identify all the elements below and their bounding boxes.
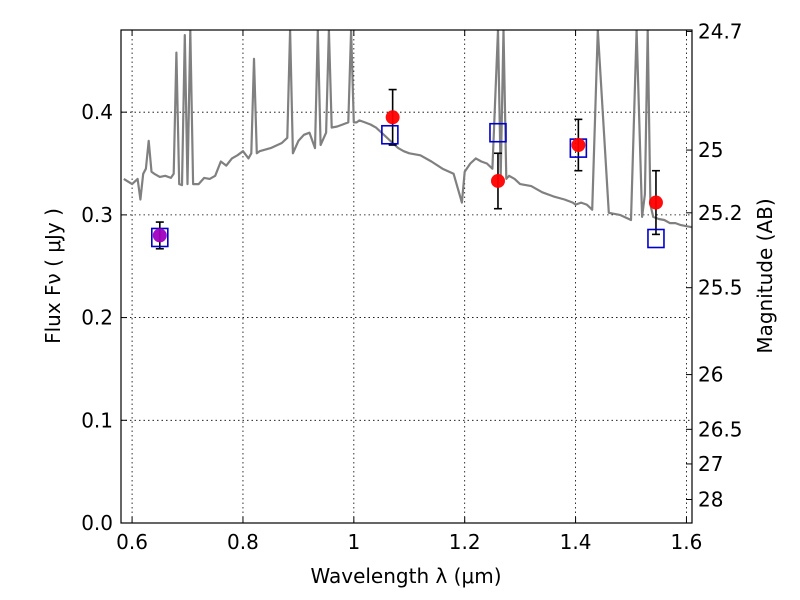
y2-tick-label: 27 (698, 452, 723, 476)
observed-point (385, 110, 400, 125)
model-square (647, 228, 665, 249)
x-axis-label: Wavelength λ (μm) (310, 564, 501, 588)
model-square (489, 122, 507, 143)
y2-tick-label: 25 (698, 138, 723, 162)
axes: 0.6 0.8 1 1.2 1.4 1.6 0.0 0.1 0.2 0.3 0.4 24.7 25 25.… (81, 19, 742, 554)
data-marks (123, 30, 692, 250)
y-tick-label: 0.2 (81, 306, 113, 330)
observed-point (152, 228, 167, 243)
x-tick-label: 1.2 (449, 530, 481, 554)
model-square (381, 124, 399, 145)
observed-point (571, 138, 586, 153)
y2-tick-label: 26.5 (698, 417, 743, 441)
observed-point (490, 173, 505, 188)
plot-frame (120, 29, 693, 524)
observed-point (648, 195, 663, 210)
y-tick-label: 0.3 (81, 203, 113, 227)
x-tick-label: 1 (347, 530, 360, 554)
y-tick-label: 0.1 (81, 408, 113, 432)
x-tick-label: 1.4 (560, 530, 592, 554)
y2-tick-label: 25.2 (698, 201, 743, 225)
spectrum-line (123, 30, 692, 229)
x-tick-label: 0.6 (116, 530, 148, 554)
y-tick-label: 0.4 (81, 100, 113, 124)
y2-tick-label: 25.5 (698, 276, 743, 300)
x-tick-label: 1.6 (671, 530, 703, 554)
y-tick-label: 0.0 (81, 511, 113, 535)
y2-tick-label: 26 (698, 363, 723, 387)
y-axis-label: Flux Fν ( μJy ) (41, 208, 65, 344)
y2-tick-label: 28 (698, 487, 723, 511)
x-tick-label: 0.8 (227, 530, 259, 554)
y2-axis-label: Magnitude (AB) (753, 198, 777, 353)
grid (121, 30, 692, 524)
y2-tick-label: 24.7 (698, 19, 743, 43)
